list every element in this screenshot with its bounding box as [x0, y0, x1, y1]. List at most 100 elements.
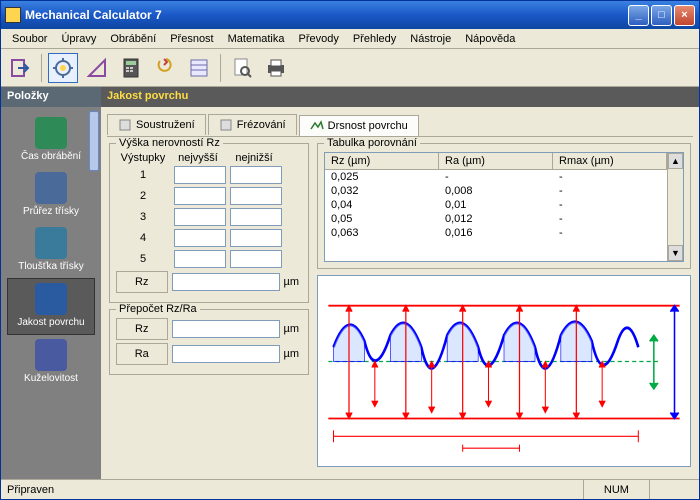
rz-row: 5 — [116, 250, 302, 268]
sidebar-icon — [35, 227, 67, 259]
menu-soubor[interactable]: Soubor — [5, 31, 54, 47]
col-vystupky: Výstupky — [116, 152, 170, 164]
ra-button[interactable]: Ra — [116, 343, 168, 365]
unit-label: µm — [284, 276, 302, 288]
sidebar-label: Tloušťka třísky — [7, 261, 95, 272]
print-tool-icon[interactable] — [261, 53, 291, 83]
low-input[interactable] — [230, 187, 282, 205]
table-row[interactable]: 0,0630,016- — [325, 226, 667, 240]
table-cell: 0,04 — [325, 198, 439, 212]
unit-label: µm — [284, 348, 302, 360]
scroll-down-icon[interactable]: ▼ — [668, 245, 683, 261]
low-input[interactable] — [230, 250, 282, 268]
sidebar-item[interactable]: Průřez třísky — [7, 168, 95, 223]
tab-label: Frézování — [237, 119, 286, 131]
rz-calc-button[interactable]: Rz — [116, 271, 168, 293]
sidebar-item[interactable]: Jakost povrchu — [7, 278, 95, 335]
content-area: Soustružení Frézování Drsnost povrchu Výšk… — [101, 107, 699, 479]
table-row[interactable]: 0,050,012- — [325, 212, 667, 226]
menu-převody[interactable]: Převody — [291, 31, 345, 47]
table-cell: 0,05 — [325, 212, 439, 226]
menu-přehledy[interactable]: Přehledy — [346, 31, 403, 47]
menu-nápověda[interactable]: Nápověda — [458, 31, 522, 47]
sidebar-icon — [35, 172, 67, 204]
ra-input[interactable] — [172, 345, 280, 363]
row-num: 3 — [116, 211, 170, 223]
titlebar: Mechanical Calculator 7 _ □ × — [1, 1, 699, 29]
high-input[interactable] — [174, 187, 226, 205]
tab-strip: Soustružení Frézování Drsnost povrchu — [107, 113, 693, 137]
scroll-up-icon[interactable]: ▲ — [668, 153, 683, 169]
table-scrollbar[interactable]: ▲ ▼ — [667, 153, 683, 261]
row-num: 4 — [116, 232, 170, 244]
sidebar-label: Čas obrábění — [7, 151, 95, 162]
status-ready: Připraven — [7, 484, 54, 496]
col-low: nejnižší — [226, 152, 282, 164]
sidebar-item[interactable]: Čas obrábění — [7, 113, 95, 168]
tab-label: Drsnost povrchu — [328, 120, 408, 132]
low-input[interactable] — [230, 229, 282, 247]
low-input[interactable] — [230, 166, 282, 184]
comparison-table: Rz (µm)Ra (µm)Rmax (µm) 0,025--0,0320,00… — [324, 152, 684, 262]
high-input[interactable] — [174, 166, 226, 184]
rz-input[interactable] — [172, 320, 280, 338]
tab[interactable]: Drsnost povrchu — [299, 115, 419, 136]
close-button[interactable]: × — [674, 5, 695, 26]
rz-result-input[interactable] — [172, 273, 280, 291]
app-window: Mechanical Calculator 7 _ □ × SouborÚpra… — [0, 0, 700, 500]
col-high: nejvyšší — [170, 152, 226, 164]
high-input[interactable] — [174, 208, 226, 226]
menu-matematika[interactable]: Matematika — [221, 31, 292, 47]
high-input[interactable] — [174, 250, 226, 268]
statusbar: Připraven NUM — [1, 479, 699, 499]
tab[interactable]: Soustružení — [107, 114, 206, 135]
preview-tool-icon[interactable] — [227, 53, 257, 83]
status-empty — [649, 480, 693, 499]
menu-obrábění[interactable]: Obrábění — [103, 31, 163, 47]
calc-tool-icon[interactable] — [116, 53, 146, 83]
table-cell: 0,025 — [325, 170, 439, 184]
table-cell: 0,012 — [439, 212, 553, 226]
row-num: 1 — [116, 169, 170, 181]
table-cell: - — [553, 170, 667, 184]
minimize-button[interactable]: _ — [628, 5, 649, 26]
menu-nástroje[interactable]: Nástroje — [403, 31, 458, 47]
window-title: Mechanical Calculator 7 — [25, 8, 628, 22]
high-input[interactable] — [174, 229, 226, 247]
menu-úpravy[interactable]: Úpravy — [54, 31, 103, 47]
gear-tool-icon[interactable] — [48, 53, 78, 83]
table-row[interactable]: 0,0320,008- — [325, 184, 667, 198]
rz-row: 1 — [116, 166, 302, 184]
maximize-button[interactable]: □ — [651, 5, 672, 26]
rz-button[interactable]: Rz — [116, 318, 168, 340]
table-row[interactable]: 0,025-- — [325, 170, 667, 184]
group-rz-heights: Výška nerovností Rz Výstupky nejvyšší ne… — [109, 143, 309, 303]
sidebar-scrollbar[interactable] — [89, 111, 99, 171]
tab-icon — [219, 118, 233, 132]
tab-icon — [310, 119, 324, 133]
table-header[interactable]: Rmax (µm) — [553, 153, 667, 169]
convert-tool-icon[interactable] — [150, 53, 180, 83]
table-header[interactable]: Ra (µm) — [439, 153, 553, 169]
header-right: Jakost povrchu — [101, 87, 699, 107]
row-num: 2 — [116, 190, 170, 202]
sidebar-label: Jakost povrchu — [8, 317, 94, 328]
table-cell: - — [553, 226, 667, 240]
sidebar-item[interactable]: Kuželovitost — [7, 335, 95, 390]
unit-label: µm — [284, 323, 302, 335]
table-cell: - — [553, 212, 667, 226]
sidebar: Čas obrábění Průřez třísky Tloušťka třísky… — [1, 107, 101, 479]
rz-row: 3 — [116, 208, 302, 226]
exit-tool-icon[interactable] — [5, 53, 35, 83]
sidebar-item[interactable]: Tloušťka třísky — [7, 223, 95, 278]
menu-přesnost[interactable]: Přesnost — [163, 31, 220, 47]
table-header[interactable]: Rz (µm) — [325, 153, 439, 169]
rz-row: 4 — [116, 229, 302, 247]
low-input[interactable] — [230, 208, 282, 226]
group-legend: Tabulka porovnání — [324, 137, 420, 149]
sheet-tool-icon[interactable] — [184, 53, 214, 83]
tab[interactable]: Frézování — [208, 114, 297, 135]
table-row[interactable]: 0,040,01- — [325, 198, 667, 212]
triangle-tool-icon[interactable] — [82, 53, 112, 83]
group-comparison-table: Tabulka porovnání Rz (µm)Ra (µm)Rmax (µm… — [317, 143, 691, 269]
